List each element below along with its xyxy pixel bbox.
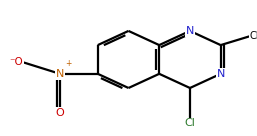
Text: CH₃: CH₃ — [249, 31, 257, 41]
Text: Cl: Cl — [185, 118, 195, 128]
Text: +: + — [65, 59, 71, 68]
Text: O: O — [56, 108, 64, 118]
Text: ⁻O: ⁻O — [9, 57, 23, 67]
Text: N: N — [216, 69, 225, 79]
Text: N: N — [56, 69, 64, 79]
Text: N: N — [186, 26, 194, 36]
